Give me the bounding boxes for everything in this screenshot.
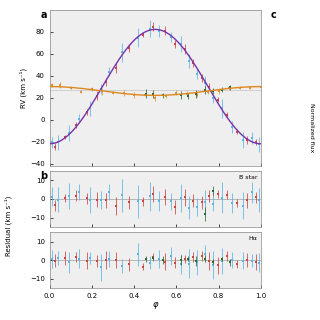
Text: Residual (km s⁻¹): Residual (km s⁻¹) — [4, 196, 12, 256]
Text: c: c — [270, 10, 276, 20]
X-axis label: φ: φ — [152, 300, 158, 309]
Text: b: b — [40, 171, 47, 181]
Text: B star: B star — [239, 175, 258, 180]
Text: a: a — [41, 10, 47, 20]
Text: Hα: Hα — [249, 236, 258, 241]
Text: Normalized flux: Normalized flux — [309, 103, 315, 153]
Y-axis label: RV (km s⁻¹): RV (km s⁻¹) — [20, 68, 27, 108]
